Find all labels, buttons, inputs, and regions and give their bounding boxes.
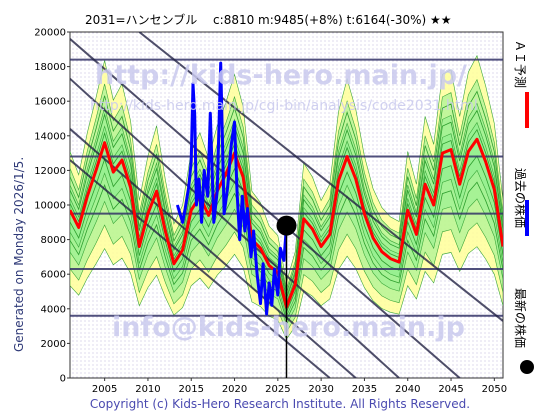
x-tick-label: 2020 [222,384,247,395]
trend-line-3 [70,128,357,378]
legend-latest-price-label: 最新の株価 [513,288,528,348]
copyright-text: Copyright (c) Kids-Hero Research Institu… [90,397,470,411]
y-tick-label: 18000 [34,62,66,73]
legend-latest-price-swatch [520,360,534,374]
x-tick-label: 2010 [135,384,160,395]
legend-past-price-label: 過去の株価 [513,168,528,228]
y-tick-label: 16000 [34,97,66,108]
chart-title: 2031=ハンセンブル c:8810 m:9485(+8%) t:6164(-3… [85,12,452,27]
watermark-top: http://kids-hero.main.jp/ [95,60,467,91]
watermarks: http://kids-hero.main.jp/ http://kids-he… [90,60,478,343]
y-tick-label: 0 [60,374,66,385]
y-tick-label: 20000 [34,28,66,39]
watermark-mid: http://kids-hero.main.jp/cgi-bin/analysi… [90,98,478,114]
x-tick-label: 2025 [265,384,290,395]
trend-line-5 [138,32,503,322]
x-tick-label: 2035 [352,384,377,395]
legend-ai-forecast-label: ＡＩ予測 [513,40,527,88]
y-tick-label: 12000 [34,166,66,177]
y-tick-label: 2000 [41,339,66,350]
current-price-marker [276,215,297,236]
y-tick-label: 4000 [41,304,66,315]
x-tick-label: 2030 [308,384,333,395]
trend-line-2 [70,77,400,378]
current-marker-layer [276,215,297,378]
axes: 0 2000 4000 6000 8000 10000 12000 14000 16000 180… [34,28,507,396]
y-tick-label: 10000 [34,201,66,212]
trend-lines [70,32,503,378]
x-tick-label: 2015 [179,384,204,395]
x-tick-label: 2005 [92,384,117,395]
past-price-line [175,61,288,316]
trend-line-1 [70,38,461,378]
y-tick-label: 6000 [41,270,66,281]
y-tick-label: 8000 [41,235,66,246]
legend: ＡＩ予測 過去の株価 最新の株価 [513,40,534,374]
y-tick-label: 14000 [34,131,66,142]
generated-date-label: Generated on Monday 2026/1/5. [12,157,26,352]
x-tick-label: 2045 [438,384,463,395]
watermark-bottom: info@kids-hero.main.jp [112,312,465,343]
x-tick-label: 2050 [482,384,507,395]
x-tick-label: 2040 [395,384,420,395]
